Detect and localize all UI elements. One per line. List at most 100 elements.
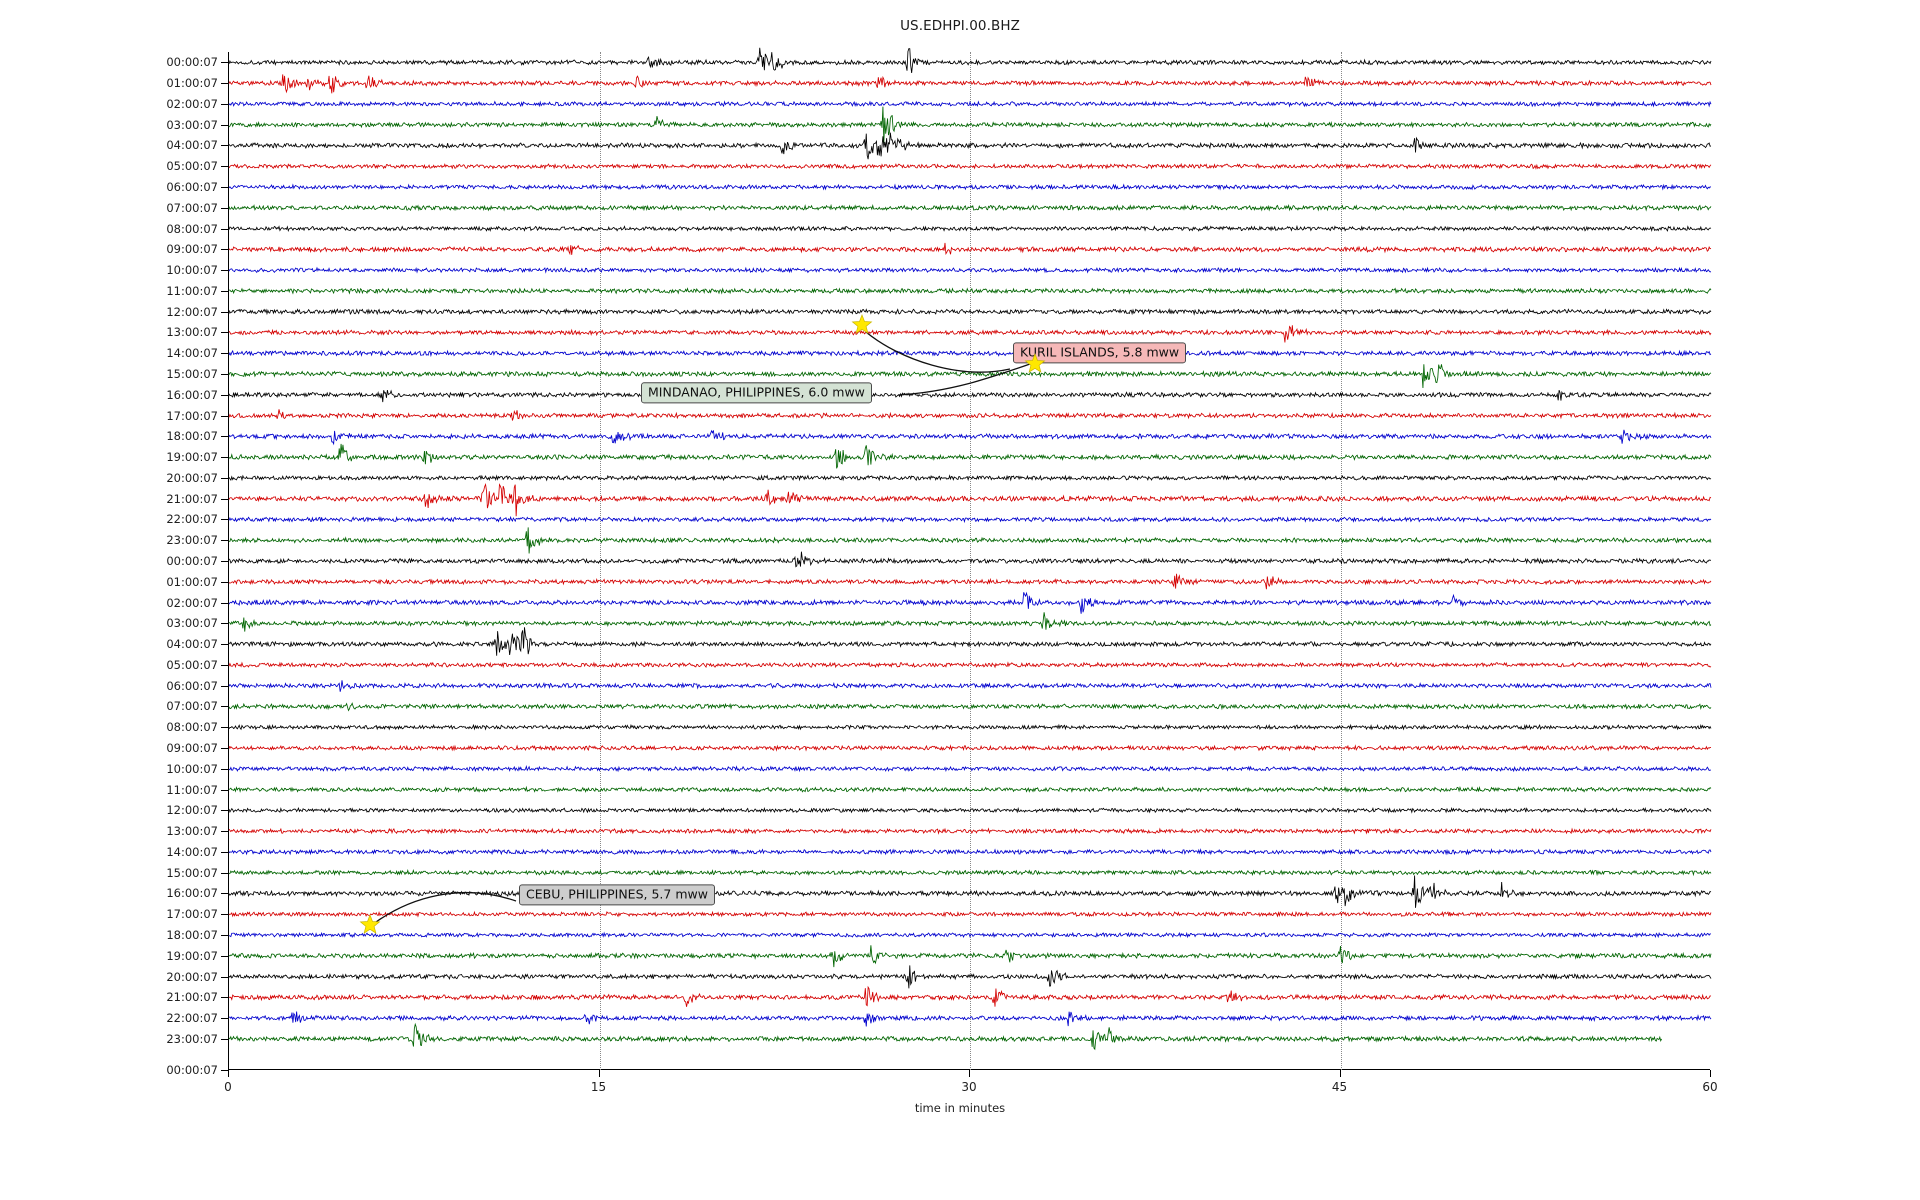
y-axis-tick-label: 20:00:07 bbox=[166, 969, 218, 984]
y-axis-tick-mark bbox=[221, 664, 228, 666]
y-axis-tick-label: 09:00:07 bbox=[166, 740, 218, 755]
y-axis-tick-label: 05:00:07 bbox=[166, 657, 218, 672]
trace-line bbox=[228, 224, 1712, 233]
y-axis-tick-mark bbox=[221, 1038, 228, 1040]
y-axis-tick-label: 11:00:07 bbox=[166, 283, 218, 298]
y-axis-tick-mark bbox=[221, 540, 228, 542]
y-axis-tick-mark bbox=[221, 103, 228, 105]
y-axis-tick-mark bbox=[221, 685, 228, 687]
trace-line bbox=[228, 100, 1712, 108]
y-axis-tick-label: 12:00:07 bbox=[166, 803, 218, 818]
x-axis-tick-label: 30 bbox=[961, 1080, 977, 1094]
y-axis-tick-label: 18:00:07 bbox=[166, 927, 218, 942]
y-axis-tick-mark bbox=[221, 228, 228, 230]
annotation-label-mindanao-philippines[interactable]: MINDANAO, PHILIPPINES, 6.0 mww bbox=[641, 382, 872, 404]
y-axis-tick-label: 08:00:07 bbox=[166, 221, 218, 236]
y-axis-tick-label: 22:00:07 bbox=[166, 512, 218, 527]
y-axis-tick-label: 01:00:07 bbox=[166, 574, 218, 589]
y-axis-tick-label: 06:00:07 bbox=[166, 678, 218, 693]
trace-line bbox=[228, 661, 1712, 669]
y-axis-tick-label: 07:00:07 bbox=[166, 200, 218, 215]
x-axis-tick-mark bbox=[1710, 1070, 1711, 1077]
y-axis-tick-label: 16:00:07 bbox=[166, 886, 218, 901]
trace-line bbox=[228, 429, 1712, 446]
y-axis-tick-mark bbox=[221, 62, 228, 64]
y-axis-tick-label: 15:00:07 bbox=[166, 367, 218, 382]
y-axis-tick-label: 12:00:07 bbox=[166, 304, 218, 319]
y-axis-tick-label: 10:00:07 bbox=[166, 761, 218, 776]
trace-line bbox=[228, 266, 1712, 274]
y-axis-tick-label: 17:00:07 bbox=[166, 907, 218, 922]
trace-line bbox=[228, 875, 1712, 908]
trace-line bbox=[228, 515, 1712, 524]
trace-line bbox=[228, 347, 1712, 362]
y-axis-tick-label: 16:00:07 bbox=[166, 387, 218, 402]
x-axis-title: time in minutes bbox=[914, 1101, 1006, 1115]
y-axis-tick-label: 15:00:07 bbox=[166, 865, 218, 880]
trace-line bbox=[228, 785, 1712, 794]
y-axis-tick-label: 10:00:07 bbox=[166, 263, 218, 278]
y-axis-tick-label: 00:00:07 bbox=[166, 554, 218, 568]
trace-line bbox=[228, 106, 1712, 143]
y-axis-tick-label: 05:00:07 bbox=[166, 159, 218, 174]
y-axis-tick-mark bbox=[221, 872, 228, 874]
y-axis-tick-mark bbox=[221, 976, 228, 978]
trace-line bbox=[228, 203, 1712, 212]
y-axis-tick-mark bbox=[221, 353, 228, 355]
y-axis-tick-label: 20:00:07 bbox=[166, 470, 218, 485]
trace-line bbox=[228, 765, 1712, 773]
trace-line bbox=[228, 573, 1712, 590]
seismic-traces bbox=[228, 47, 1712, 1051]
trace-line bbox=[228, 868, 1712, 877]
y-axis-tick-label: 19:00:07 bbox=[166, 450, 218, 465]
y-axis-tick-mark bbox=[221, 415, 228, 417]
x-axis-tick-label: 60 bbox=[1702, 1080, 1718, 1094]
y-axis-tick-mark bbox=[221, 145, 228, 147]
trace-line bbox=[228, 474, 1712, 482]
y-axis-tick-mark bbox=[221, 914, 228, 916]
trace-line bbox=[228, 409, 1712, 421]
y-axis-tick-mark bbox=[221, 477, 228, 479]
y-axis-tick-mark bbox=[221, 747, 228, 749]
trace-line bbox=[228, 985, 1712, 1007]
trace-line bbox=[228, 910, 1712, 918]
y-axis-tick-mark bbox=[221, 436, 228, 438]
y-axis-tick-label: 22:00:07 bbox=[166, 1011, 218, 1026]
y-axis-tick-mark bbox=[221, 581, 228, 583]
y-axis-tick-mark bbox=[221, 519, 228, 521]
x-axis-tick-mark bbox=[969, 1070, 970, 1077]
trace-line bbox=[228, 183, 1712, 191]
annotation-label-kuril-islands[interactable]: KURIL ISLANDS, 5.8 mww bbox=[1013, 342, 1187, 364]
trace-line bbox=[228, 47, 1712, 74]
y-axis-tick-mark bbox=[221, 955, 228, 957]
annotation-label-cebu-philippines[interactable]: CEBU, PHILIPPINES, 5.7 mww bbox=[519, 884, 715, 906]
trace-line bbox=[228, 551, 1712, 568]
trace-line bbox=[228, 483, 1712, 517]
trace-line bbox=[228, 848, 1712, 856]
y-axis-tick-label: 08:00:07 bbox=[166, 720, 218, 735]
y-axis-tick-mark bbox=[221, 290, 228, 292]
trace-line bbox=[228, 591, 1712, 614]
y-axis-tick-mark bbox=[221, 374, 228, 376]
trace-line bbox=[228, 364, 1712, 389]
y-axis-tick-mark bbox=[221, 1070, 228, 1071]
y-axis-tick-label: 06:00:07 bbox=[166, 180, 218, 195]
trace-line bbox=[228, 702, 1712, 712]
trace-line bbox=[228, 723, 1712, 731]
y-axis-tick-mark bbox=[221, 851, 228, 853]
trace-line bbox=[228, 680, 1712, 692]
y-axis-tick-mark bbox=[221, 207, 228, 209]
plot-area bbox=[228, 47, 1712, 1070]
y-axis-tick-mark bbox=[221, 644, 228, 646]
y-axis-tick-label: 03:00:07 bbox=[166, 117, 218, 132]
y-axis-tick-label: 02:00:07 bbox=[166, 96, 218, 111]
y-axis-tick-mark bbox=[221, 789, 228, 791]
y-axis-tick-label: 23:00:07 bbox=[166, 1031, 218, 1046]
y-axis-tick-mark bbox=[221, 768, 228, 770]
y-axis-tick-label: 03:00:07 bbox=[166, 616, 218, 631]
y-axis-tick-mark bbox=[221, 934, 228, 936]
y-axis-tick-mark bbox=[221, 332, 228, 334]
y-axis-tick-label: 17:00:07 bbox=[166, 408, 218, 423]
trace-line bbox=[228, 827, 1712, 835]
y-axis-tick-label: 00:00:07 bbox=[166, 55, 218, 70]
